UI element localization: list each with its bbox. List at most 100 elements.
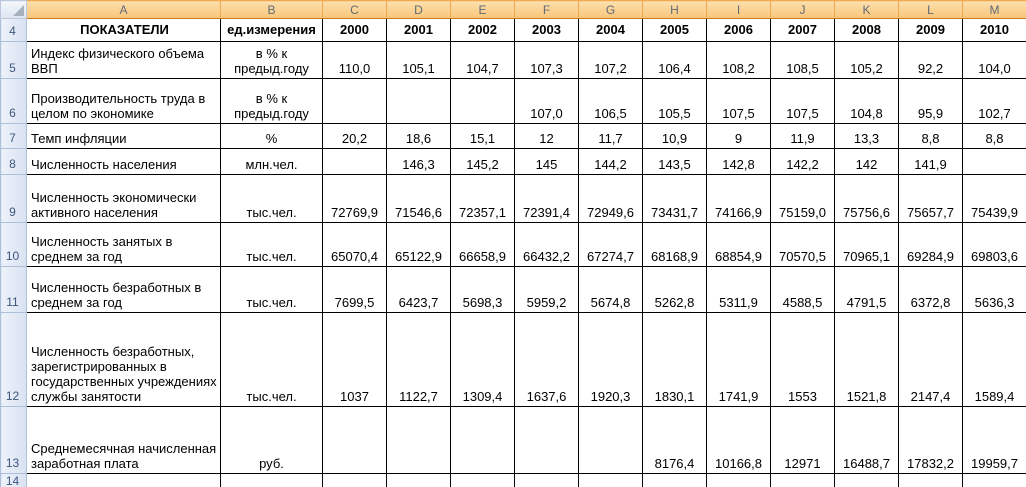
cell-K6[interactable]: 104,8 — [834, 78, 899, 124]
cell-H7[interactable]: 10,9 — [642, 123, 707, 149]
cell-M9[interactable]: 75439,9 — [962, 174, 1026, 223]
cell-K12[interactable]: 1521,8 — [834, 312, 899, 407]
row-header-9[interactable]: 9 — [0, 174, 27, 223]
cell-D7[interactable]: 18,6 — [386, 123, 451, 149]
cell-G13[interactable] — [578, 406, 643, 474]
cell-B6[interactable]: в % к предыд.году — [220, 78, 323, 124]
row-header-5[interactable]: 5 — [0, 41, 27, 79]
cell-A6[interactable]: Производительность труда в целом по экон… — [26, 78, 221, 124]
cell-F10[interactable]: 66432,2 — [514, 222, 579, 267]
cell-E5[interactable]: 104,7 — [450, 41, 515, 79]
column-header-l[interactable]: L — [898, 0, 963, 19]
row-header-14[interactable]: 14 — [0, 473, 27, 487]
cell-H4[interactable]: 2005 — [642, 18, 707, 42]
cell-J7[interactable]: 11,9 — [770, 123, 835, 149]
cell-F11[interactable]: 5959,2 — [514, 266, 579, 313]
cell-C8[interactable] — [322, 148, 387, 175]
cell-C10[interactable]: 65070,4 — [322, 222, 387, 267]
column-header-h[interactable]: H — [642, 0, 707, 19]
cell-L13[interactable]: 17832,2 — [898, 406, 963, 474]
cell-H9[interactable]: 73431,7 — [642, 174, 707, 223]
cell-K9[interactable]: 75756,6 — [834, 174, 899, 223]
cell-K10[interactable]: 70965,1 — [834, 222, 899, 267]
cell-I7[interactable]: 9 — [706, 123, 771, 149]
cell-L9[interactable]: 75657,7 — [898, 174, 963, 223]
cell-K4[interactable]: 2008 — [834, 18, 899, 42]
cell-E8[interactable]: 145,2 — [450, 148, 515, 175]
cell-K11[interactable]: 4791,5 — [834, 266, 899, 313]
cell-C13[interactable] — [322, 406, 387, 474]
cell-A8[interactable]: Численность населения — [26, 148, 221, 175]
cell-H12[interactable]: 1830,1 — [642, 312, 707, 407]
cell-D14[interactable] — [386, 473, 451, 487]
cell-D5[interactable]: 105,1 — [386, 41, 451, 79]
cell-D12[interactable]: 1122,7 — [386, 312, 451, 407]
cell-J14[interactable] — [770, 473, 835, 487]
cell-K5[interactable]: 105,2 — [834, 41, 899, 79]
cell-G10[interactable]: 67274,7 — [578, 222, 643, 267]
cell-M7[interactable]: 8,8 — [962, 123, 1026, 149]
cell-G8[interactable]: 144,2 — [578, 148, 643, 175]
cell-G12[interactable]: 1920,3 — [578, 312, 643, 407]
row-header-10[interactable]: 10 — [0, 222, 27, 267]
cell-M14[interactable] — [962, 473, 1026, 487]
cell-L11[interactable]: 6372,8 — [898, 266, 963, 313]
cell-F5[interactable]: 107,3 — [514, 41, 579, 79]
cell-E12[interactable]: 1309,4 — [450, 312, 515, 407]
cell-A10[interactable]: Численность занятых в среднем за год — [26, 222, 221, 267]
cell-F14[interactable] — [514, 473, 579, 487]
cell-B4[interactable]: ед.измерения — [220, 18, 323, 42]
cell-K13[interactable]: 16488,7 — [834, 406, 899, 474]
cell-E7[interactable]: 15,1 — [450, 123, 515, 149]
cell-F4[interactable]: 2003 — [514, 18, 579, 42]
cell-C4[interactable]: 2000 — [322, 18, 387, 42]
cell-B9[interactable]: тыс.чел. — [220, 174, 323, 223]
cell-J5[interactable]: 108,5 — [770, 41, 835, 79]
cell-I14[interactable] — [706, 473, 771, 487]
cell-A11[interactable]: Численность безработных в среднем за год — [26, 266, 221, 313]
cell-C5[interactable]: 110,0 — [322, 41, 387, 79]
cell-K8[interactable]: 142 — [834, 148, 899, 175]
cell-I6[interactable]: 107,5 — [706, 78, 771, 124]
cell-K7[interactable]: 13,3 — [834, 123, 899, 149]
cell-E9[interactable]: 72357,1 — [450, 174, 515, 223]
select-all-corner[interactable] — [0, 0, 27, 19]
cell-E6[interactable] — [450, 78, 515, 124]
cell-G4[interactable]: 2004 — [578, 18, 643, 42]
cell-G14[interactable] — [578, 473, 643, 487]
cell-A13[interactable]: Среднемесячная начисленная заработная пл… — [26, 406, 221, 474]
cell-J9[interactable]: 75159,0 — [770, 174, 835, 223]
cell-E14[interactable] — [450, 473, 515, 487]
cell-G11[interactable]: 5674,8 — [578, 266, 643, 313]
cell-L6[interactable]: 95,9 — [898, 78, 963, 124]
cell-B13[interactable]: руб. — [220, 406, 323, 474]
column-header-f[interactable]: F — [514, 0, 579, 19]
row-header-12[interactable]: 12 — [0, 312, 27, 407]
column-header-a[interactable]: A — [26, 0, 221, 19]
cell-I11[interactable]: 5311,9 — [706, 266, 771, 313]
cell-H14[interactable] — [642, 473, 707, 487]
cell-E4[interactable]: 2002 — [450, 18, 515, 42]
cell-K14[interactable] — [834, 473, 899, 487]
cell-L10[interactable]: 69284,9 — [898, 222, 963, 267]
cell-G5[interactable]: 107,2 — [578, 41, 643, 79]
cell-M10[interactable]: 69803,6 — [962, 222, 1026, 267]
cell-I12[interactable]: 1741,9 — [706, 312, 771, 407]
cell-C7[interactable]: 20,2 — [322, 123, 387, 149]
cell-F6[interactable]: 107,0 — [514, 78, 579, 124]
cell-D6[interactable] — [386, 78, 451, 124]
cell-M6[interactable]: 102,7 — [962, 78, 1026, 124]
cell-A12[interactable]: Численность безработных, зарегистрирован… — [26, 312, 221, 407]
cell-L12[interactable]: 2147,4 — [898, 312, 963, 407]
cell-H6[interactable]: 105,5 — [642, 78, 707, 124]
cell-L8[interactable]: 141,9 — [898, 148, 963, 175]
column-header-g[interactable]: G — [578, 0, 643, 19]
cell-J4[interactable]: 2007 — [770, 18, 835, 42]
cell-L14[interactable] — [898, 473, 963, 487]
cell-M5[interactable]: 104,0 — [962, 41, 1026, 79]
cell-J6[interactable]: 107,5 — [770, 78, 835, 124]
cell-A9[interactable]: Численность экономически активного насел… — [26, 174, 221, 223]
cell-C14[interactable] — [322, 473, 387, 487]
cell-B11[interactable]: тыс.чел. — [220, 266, 323, 313]
cell-D9[interactable]: 71546,6 — [386, 174, 451, 223]
